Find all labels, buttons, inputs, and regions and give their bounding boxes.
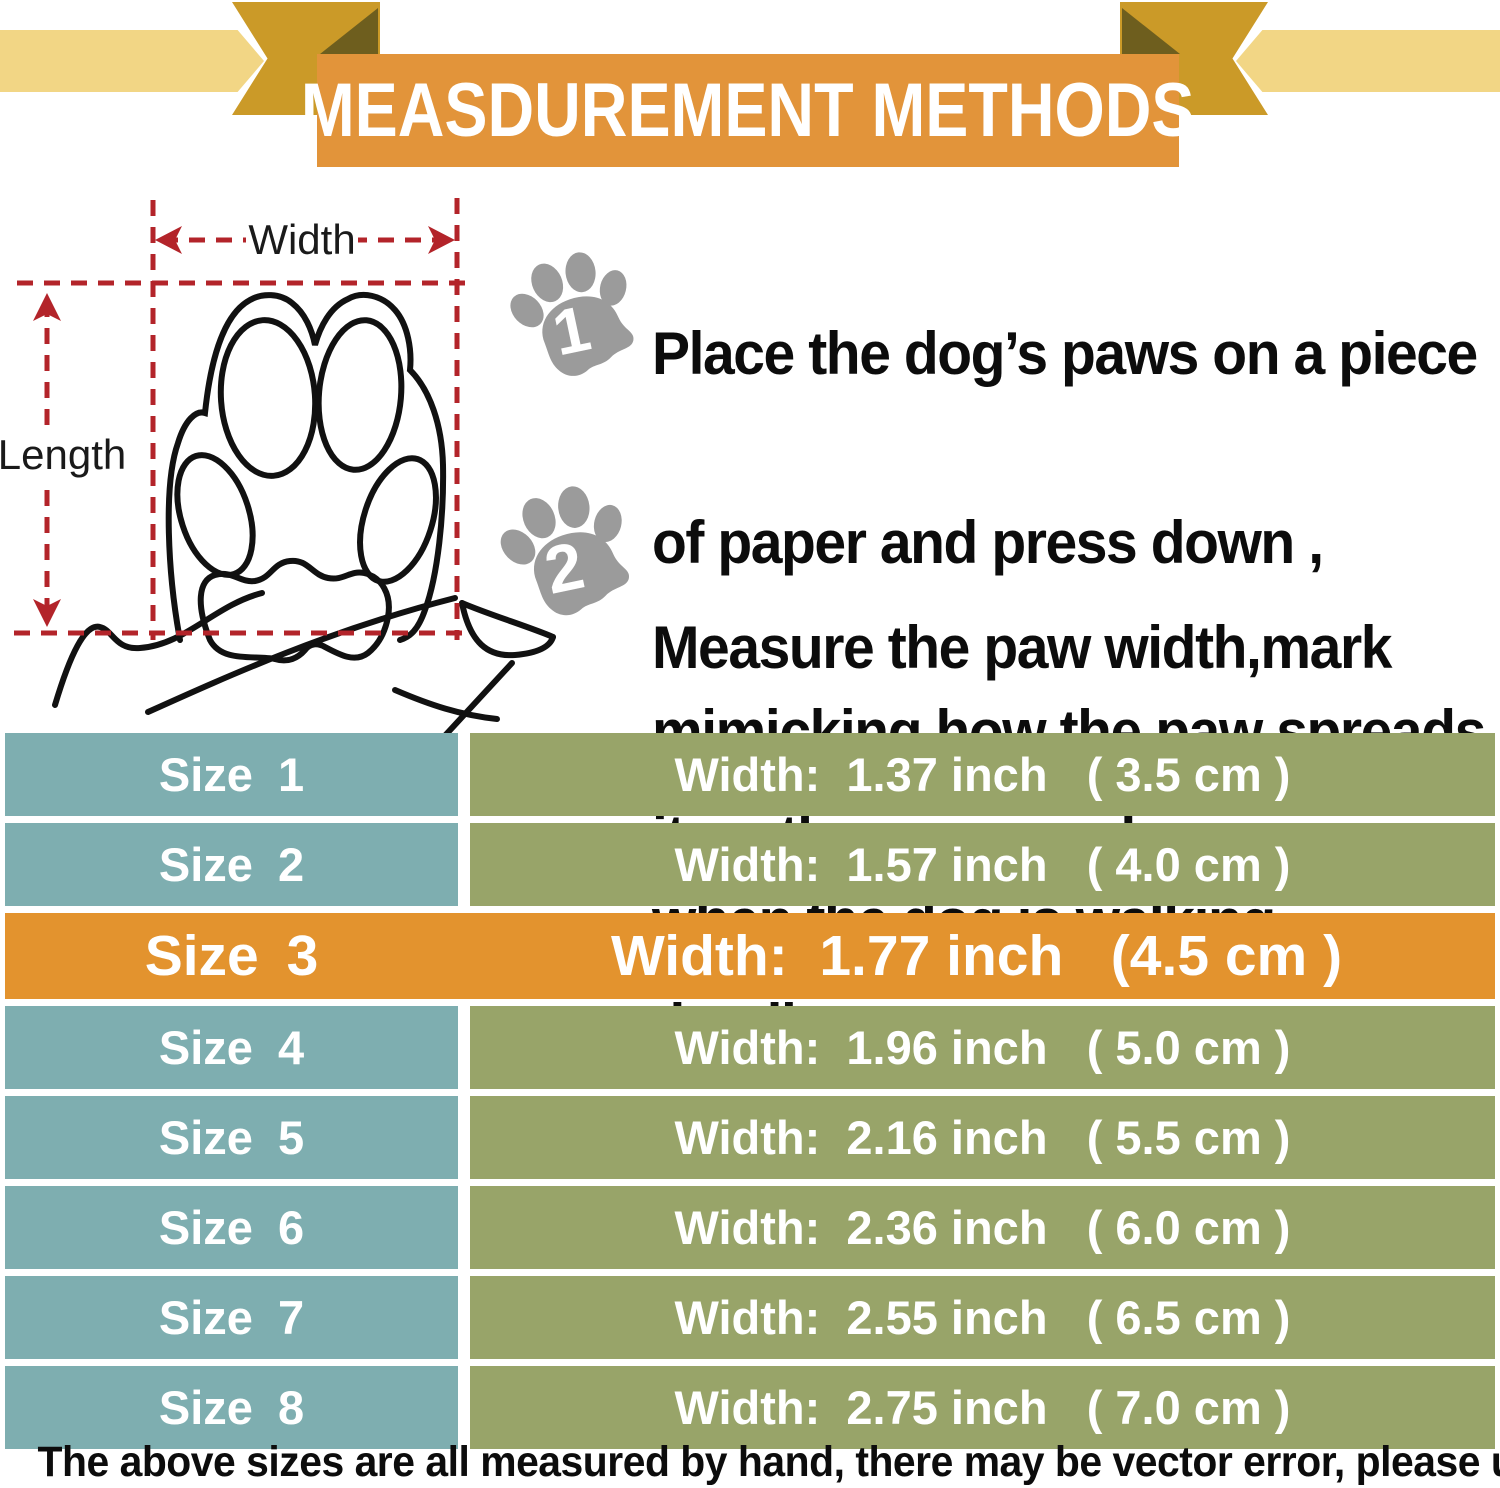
step-1-line: of paper and press down , bbox=[652, 509, 1324, 576]
table-row: Size 2 Width: 1.57 inch ( 4.0 cm ) bbox=[5, 823, 1495, 906]
step-2-paw-icon: 2 bbox=[500, 486, 629, 616]
size-cell: Size 8 bbox=[5, 1366, 458, 1449]
ribbon-band-left bbox=[0, 30, 264, 92]
size-cell: Size 7 bbox=[5, 1276, 458, 1359]
width-cell: Width: 1.37 inch ( 3.5 cm ) bbox=[470, 733, 1495, 816]
table-row: Size 4 Width: 1.96 inch ( 5.0 cm ) bbox=[5, 1006, 1495, 1089]
disclaimer-text: The above sizes are all measured by hand… bbox=[37, 1438, 1500, 1486]
size-cell: Size 2 bbox=[5, 823, 458, 906]
size-table: Size 1 Width: 1.37 inch ( 3.5 cm ) Size … bbox=[5, 733, 1495, 1456]
size-cell: Size 3 bbox=[5, 913, 458, 999]
width-label: Width bbox=[248, 216, 355, 263]
page-title: MEASDUREMENT METHODS bbox=[301, 68, 1195, 153]
step-2-line: Measure the paw width,mark bbox=[652, 614, 1392, 681]
width-cell: Width: 2.55 inch ( 6.5 cm ) bbox=[470, 1276, 1495, 1359]
width-cell: Width: 1.96 inch ( 5.0 cm ) bbox=[470, 1006, 1495, 1089]
step-1-line: Place the dog’s paws on a piece bbox=[652, 320, 1478, 387]
width-cell: Width: 2.36 inch ( 6.0 cm ) bbox=[470, 1186, 1495, 1269]
table-row: Size 5 Width: 2.16 inch ( 5.5 cm ) bbox=[5, 1096, 1495, 1179]
table-row: Size 1 Width: 1.37 inch ( 3.5 cm ) bbox=[5, 733, 1495, 816]
measurement-arrowheads bbox=[33, 226, 455, 627]
width-cell: Width: 1.77 inch (4.5 cm ) bbox=[458, 913, 1495, 999]
ribbon-band-right bbox=[1236, 30, 1500, 92]
width-cell: Width: 1.57 inch ( 4.0 cm ) bbox=[470, 823, 1495, 906]
paw-measurement-diagram: Width Length bbox=[0, 198, 556, 744]
width-cell: Width: 2.75 inch ( 7.0 cm ) bbox=[470, 1366, 1495, 1449]
width-label-mask bbox=[246, 218, 358, 260]
length-label-mask bbox=[4, 433, 120, 479]
table-row-highlighted: Size 3 Width: 1.77 inch (4.5 cm ) bbox=[5, 913, 1495, 999]
size-cell: Size 1 bbox=[5, 733, 458, 816]
title-banner: MEASDUREMENT METHODS bbox=[301, 54, 1195, 167]
size-cell: Size 6 bbox=[5, 1186, 458, 1269]
step-1-paw-icon: 1 bbox=[510, 252, 634, 376]
table-row: Size 7 Width: 2.55 inch ( 6.5 cm ) bbox=[5, 1276, 1495, 1359]
paw-outline bbox=[52, 292, 556, 744]
size-cell: Size 5 bbox=[5, 1096, 458, 1179]
table-row: Size 8 Width: 2.75 inch ( 7.0 cm ) bbox=[5, 1366, 1495, 1449]
length-label: Length bbox=[0, 431, 126, 478]
table-row: Size 6 Width: 2.36 inch ( 6.0 cm ) bbox=[5, 1186, 1495, 1269]
size-cell: Size 4 bbox=[5, 1006, 458, 1089]
width-cell: Width: 2.16 inch ( 5.5 cm ) bbox=[470, 1096, 1495, 1179]
